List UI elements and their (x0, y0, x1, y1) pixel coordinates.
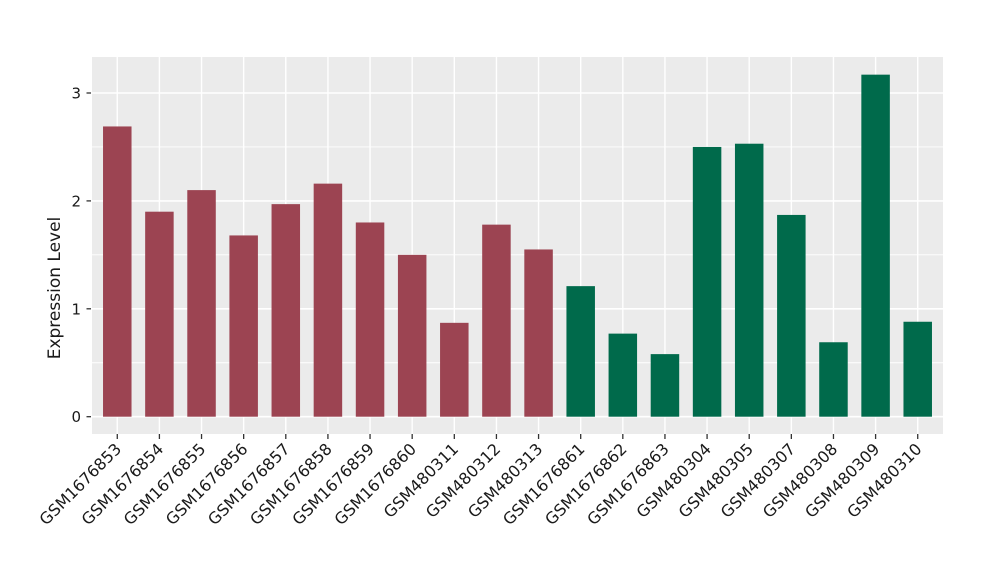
y-tick-label-0: 0 (71, 408, 81, 426)
y-tick-label-1: 1 (71, 300, 81, 318)
bar-GSM480311 (440, 322, 469, 417)
bar-GSM480307 (777, 214, 806, 417)
y-tick-label-2: 2 (71, 192, 81, 210)
bar-GSM480313 (524, 249, 553, 417)
y-axis-ticks (86, 92, 91, 418)
bar-GSM1676860 (397, 254, 427, 417)
bar-GSM480305 (734, 143, 764, 417)
plot-panel (92, 57, 943, 434)
x-axis-ticks (116, 434, 919, 439)
bar-GSM480304 (692, 146, 722, 417)
bar-GSM1676855 (187, 190, 216, 417)
bar-GSM1676853 (103, 126, 132, 417)
bar-GSM1676856 (229, 235, 258, 417)
bar-GSM1676857 (271, 204, 301, 417)
bar-GSM1676858 (313, 183, 343, 417)
bar-GSM480309 (861, 74, 890, 417)
bar-GSM480308 (819, 342, 848, 417)
bar-GSM1676861 (566, 286, 595, 417)
x-axis-tick-labels: GSM1676853GSM1676854GSM1676855GSM1676856… (36, 439, 926, 529)
y-axis-tick-labels: 0 1 2 3 (71, 85, 81, 427)
bar-GSM480312 (482, 224, 511, 417)
y-tick-label-3: 3 (71, 85, 81, 103)
bar-GSM1676854 (145, 211, 174, 417)
bars (103, 74, 932, 417)
bar-GSM480310 (903, 321, 932, 417)
bar-GSM1676862 (608, 333, 638, 417)
bar-GSM1676863 (650, 354, 680, 417)
bar-GSM1676859 (355, 222, 385, 417)
y-axis-title: Expression Level (45, 217, 65, 360)
